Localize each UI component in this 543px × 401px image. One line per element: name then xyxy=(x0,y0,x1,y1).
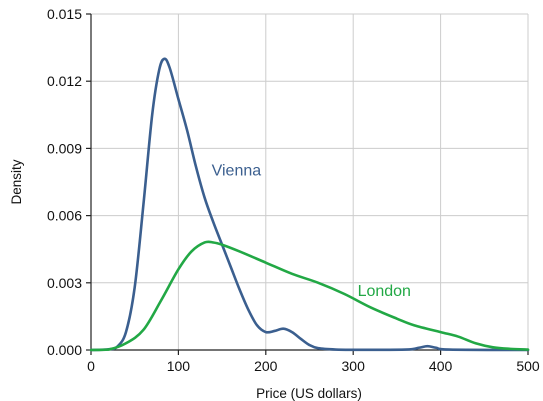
y-tick-label: 0.003 xyxy=(47,275,82,291)
series-labels: Vienna London xyxy=(212,162,411,300)
y-tick-label: 0.009 xyxy=(47,140,82,156)
axes xyxy=(90,14,528,351)
gridlines xyxy=(91,13,529,350)
series-lines xyxy=(89,57,530,352)
y-tick-label: 0.006 xyxy=(47,208,82,224)
x-tick-label: 0 xyxy=(87,358,95,374)
x-tick-label: 300 xyxy=(342,358,366,374)
series-line-london xyxy=(89,240,530,352)
series-line-vienna xyxy=(89,57,530,352)
y-tick-label: 0.000 xyxy=(47,342,82,358)
y-tick-label: 0.012 xyxy=(47,73,82,89)
x-tick-label: 100 xyxy=(167,358,191,374)
series-label-london: London xyxy=(358,283,411,300)
x-tick-label: 200 xyxy=(254,358,278,374)
y-axis-ticks: 0.000 0.003 0.006 0.009 0.012 0.015 xyxy=(47,6,91,358)
x-axis-label: Price (US dollars) xyxy=(256,386,362,401)
x-tick-label: 500 xyxy=(516,358,540,374)
y-tick-label: 0.015 xyxy=(47,6,82,22)
y-axis-label: Density xyxy=(9,159,24,204)
series-label-vienna: Vienna xyxy=(212,162,262,179)
x-tick-label: 400 xyxy=(429,358,453,374)
x-axis-ticks: 0 100 200 300 400 500 xyxy=(87,350,540,374)
